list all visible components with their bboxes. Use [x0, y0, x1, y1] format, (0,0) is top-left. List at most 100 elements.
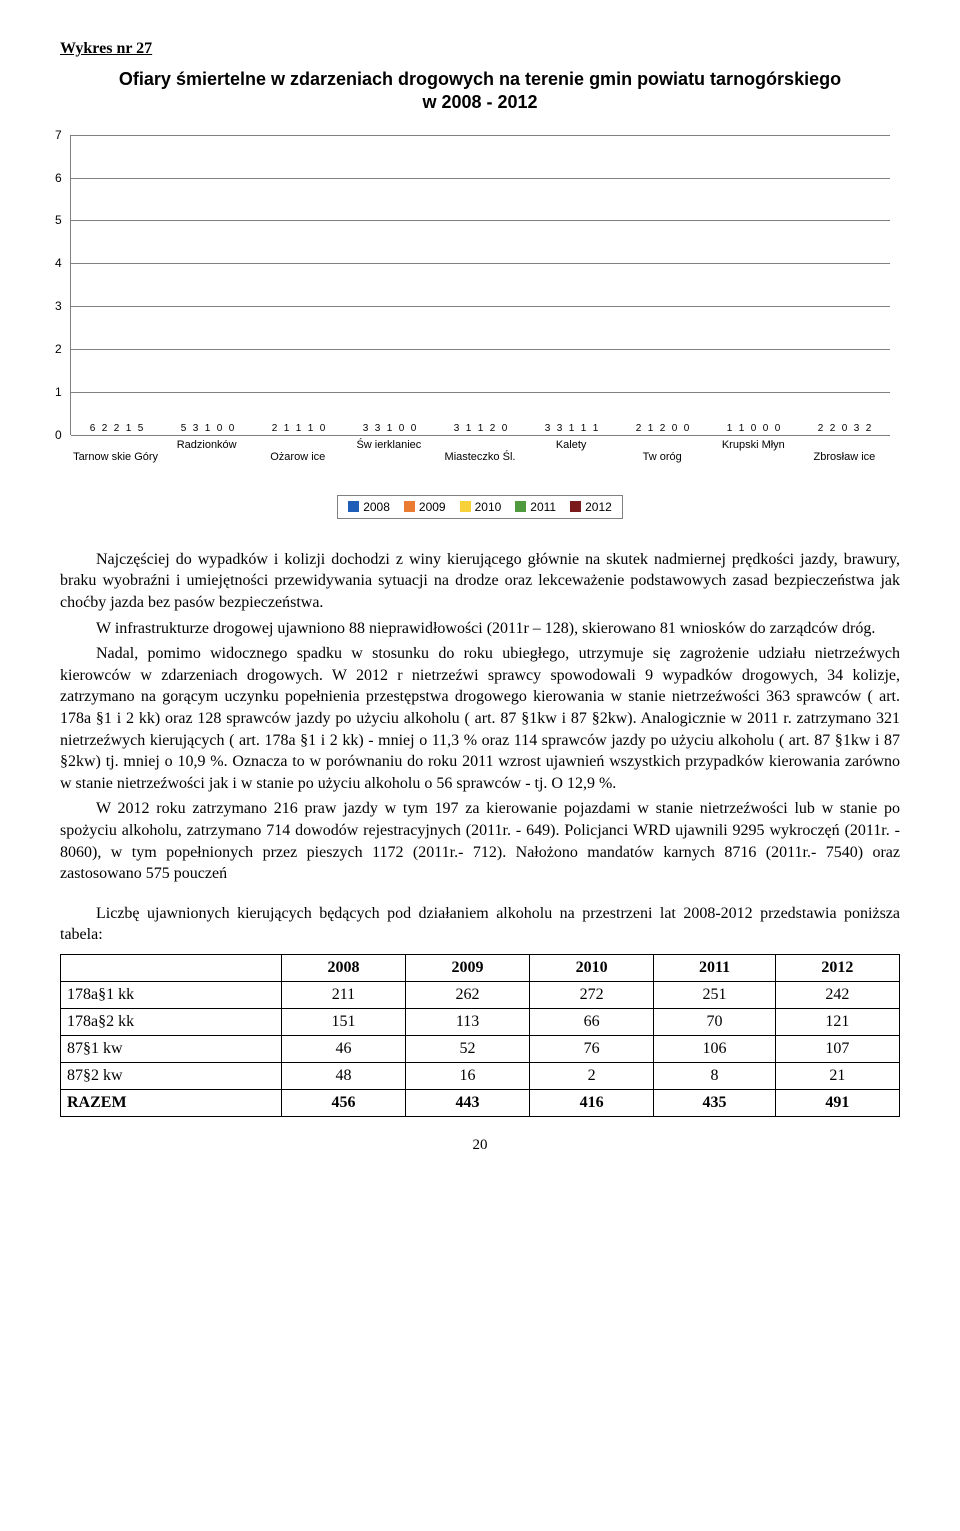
- table-row-header: 178a§2 kk: [61, 1008, 282, 1035]
- bar: 1: [293, 424, 305, 435]
- table-cell: 8: [654, 1062, 776, 1089]
- legend-label: 2008: [363, 500, 390, 514]
- paragraph: W 2012 roku zatrzymano 216 praw jazdy w …: [60, 798, 900, 884]
- bar: 1: [724, 424, 736, 435]
- bar: 1: [590, 424, 602, 435]
- chart-title: Ofiary śmiertelne w zdarzeniach drogowyc…: [60, 68, 900, 115]
- bar-value-label: 3: [557, 424, 563, 434]
- bar-value-label: 1: [308, 424, 314, 434]
- bar: 0: [772, 424, 784, 435]
- bar: 1: [463, 424, 475, 435]
- bar-value-label: 3: [375, 424, 381, 434]
- bar: 3: [851, 424, 863, 435]
- table-cell: 211: [281, 981, 405, 1008]
- bar-value-label: 2: [490, 424, 496, 434]
- bar-value-label: 0: [672, 424, 678, 434]
- table-cell: 66: [530, 1008, 654, 1035]
- bar: 2: [487, 424, 499, 435]
- bar: 1: [202, 424, 214, 435]
- table-cell: 107: [775, 1035, 899, 1062]
- table-column-header: 2008: [281, 954, 405, 981]
- table-cell: 106: [654, 1035, 776, 1062]
- bar: 1: [566, 424, 578, 435]
- table-cell: 70: [654, 1008, 776, 1035]
- bar: 6: [87, 424, 99, 435]
- bar: 0: [226, 424, 238, 435]
- page-number: 20: [60, 1137, 900, 1154]
- bar: 2: [863, 424, 875, 435]
- bar-value-label: 0: [217, 424, 223, 434]
- bar-group: 33111: [526, 424, 617, 435]
- bar-value-label: 3: [545, 424, 551, 434]
- bar: 3: [542, 424, 554, 435]
- bar: 0: [214, 424, 226, 435]
- x-tick-label: Miasteczko Śl.: [434, 451, 525, 463]
- table-cell: 435: [654, 1089, 776, 1116]
- bar-group: 22032: [799, 424, 890, 435]
- table-cell: 46: [281, 1035, 405, 1062]
- table-cell: 16: [406, 1062, 530, 1089]
- table-cell: 48: [281, 1062, 405, 1089]
- bar: 3: [372, 424, 384, 435]
- legend-item: 2012: [570, 500, 612, 514]
- table-row: 178a§1 kk211262272251242: [61, 981, 900, 1008]
- bar-value-label: 1: [727, 424, 733, 434]
- table-cell: 113: [406, 1008, 530, 1035]
- legend-swatch: [460, 501, 471, 512]
- x-tick-label: Radzionków: [161, 439, 252, 451]
- y-tick: 7: [55, 128, 62, 142]
- body-text: Najczęściej do wypadków i kolizji dochod…: [60, 549, 900, 946]
- bar: 2: [815, 424, 827, 435]
- table-total-row: RAZEM456443416435491: [61, 1089, 900, 1116]
- table-row-header: 87§1 kw: [61, 1035, 282, 1062]
- x-tick-label: Tw oróg: [617, 451, 708, 463]
- bar-value-label: 0: [502, 424, 508, 434]
- bar-value-label: 1: [739, 424, 745, 434]
- bar: 0: [317, 424, 329, 435]
- bar-value-label: 2: [272, 424, 278, 434]
- bar: 5: [135, 424, 147, 435]
- bar-value-label: 0: [229, 424, 235, 434]
- y-tick: 2: [55, 342, 62, 356]
- table-row: 178a§2 kk1511136670121: [61, 1008, 900, 1035]
- bar-value-label: 3: [363, 424, 369, 434]
- bar-value-label: 1: [569, 424, 575, 434]
- bar-value-label: 1: [581, 424, 587, 434]
- y-tick: 0: [55, 428, 62, 442]
- bar-value-label: 1: [466, 424, 472, 434]
- table-cell: 251: [654, 981, 776, 1008]
- bar-value-label: 1: [648, 424, 654, 434]
- table-column-header: 2011: [654, 954, 776, 981]
- x-tick-label: Krupski Młyn: [708, 439, 799, 451]
- bar-value-label: 0: [751, 424, 757, 434]
- table-corner: [61, 954, 282, 981]
- table-column-header: 2010: [530, 954, 654, 981]
- table-cell: 456: [281, 1089, 405, 1116]
- bar-value-label: 2: [830, 424, 836, 434]
- bar-group: 62215: [71, 424, 162, 435]
- bar-value-label: 1: [478, 424, 484, 434]
- bar-value-label: 5: [181, 424, 187, 434]
- bar-value-label: 0: [399, 424, 405, 434]
- bar: 2: [111, 424, 123, 435]
- bar: 3: [451, 424, 463, 435]
- bar-value-label: 1: [593, 424, 599, 434]
- table-cell: 242: [775, 981, 899, 1008]
- table-row: 87§2 kw48162821: [61, 1062, 900, 1089]
- bar: 0: [669, 424, 681, 435]
- bar-value-label: 2: [102, 424, 108, 434]
- table-row-header: 178a§1 kk: [61, 981, 282, 1008]
- bar-value-label: 0: [763, 424, 769, 434]
- legend-label: 2012: [585, 500, 612, 514]
- x-tick-label: Ożarow ice: [252, 451, 343, 463]
- table-row-header: 87§2 kw: [61, 1062, 282, 1089]
- bar: 1: [384, 424, 396, 435]
- legend-item: 2008: [348, 500, 390, 514]
- table-cell: 443: [406, 1089, 530, 1116]
- bar: 0: [499, 424, 511, 435]
- x-axis-labels: Tarnow skie GóryRadzionkówOżarow iceŚw i…: [70, 439, 890, 475]
- paragraph: Liczbę ujawnionych kierujących będących …: [60, 903, 900, 946]
- legend-label: 2009: [419, 500, 446, 514]
- bar: 0: [396, 424, 408, 435]
- legend-swatch: [570, 501, 581, 512]
